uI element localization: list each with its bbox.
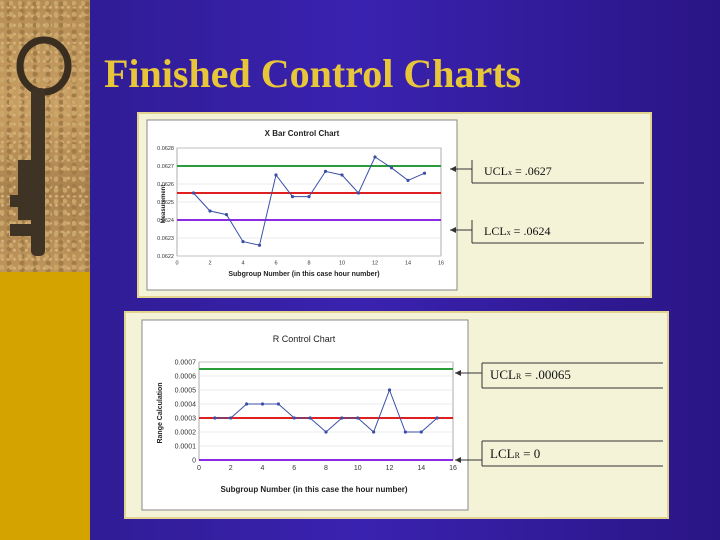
xbar-x-tick-label: 12 — [372, 261, 378, 267]
r-y-tick-label: 0 — [192, 457, 196, 464]
r-chart-title: R Control Chart — [273, 334, 336, 344]
r-control-chart: R Control Chart Subgroup Number (in this… — [141, 319, 663, 511]
slide-title: Finished Control Charts — [104, 51, 522, 96]
xbar-data-point — [224, 213, 229, 217]
r-ucl-annotation: UCLR = .00065 — [490, 367, 571, 382]
r-y-tick-label: 0.0001 — [175, 443, 197, 450]
xbar-x-tick-label: 4 — [241, 261, 244, 267]
r-data-point — [308, 416, 312, 420]
r-y-tick-label: 0.0003 — [175, 415, 197, 422]
r-data-point — [403, 430, 407, 434]
r-data-point — [260, 402, 265, 406]
xbar-data-point — [257, 243, 262, 247]
xbar-y-tick-label: 0.0628 — [157, 146, 174, 152]
r-y-tick-label: 0.0005 — [175, 387, 197, 394]
xbar-y-tick-label: 0.0626 — [157, 182, 174, 188]
r-x-tick-label: 2 — [229, 465, 233, 472]
r-data-point — [387, 388, 392, 392]
xbar-x-tick-label: 2 — [208, 261, 211, 267]
xbar-y-tick-label: 0.0624 — [157, 218, 174, 224]
r-data-point — [229, 416, 233, 420]
r-y-axis-label: Range Calculation — [157, 382, 164, 443]
xbar-data-point — [340, 173, 344, 177]
xbar-x-axis-label: Subgroup Number (in this case hour numbe… — [228, 271, 379, 278]
key-icon — [10, 36, 72, 256]
r-data-point — [435, 416, 439, 420]
r-data-point — [292, 416, 296, 420]
xbar-y-tick-label: 0.0623 — [157, 236, 174, 242]
xbar-data-point — [274, 173, 278, 177]
xbar-data-point — [208, 209, 212, 213]
xbar-x-tick-label: 6 — [274, 261, 277, 267]
r-data-point — [419, 430, 423, 434]
r-x-tick-label: 14 — [417, 465, 425, 472]
r-plot-area — [198, 361, 454, 461]
r-y-tick-label: 0.0007 — [175, 359, 197, 366]
xbar-y-axis-label: Measurement — [161, 185, 167, 224]
key-photo — [0, 0, 90, 272]
xbar-control-chart: X Bar Control Chart Subgroup Number (in … — [146, 119, 644, 291]
xbar-data-point — [241, 240, 245, 244]
xbar-data-point — [389, 166, 394, 170]
xbar-chart-panel: X Bar Control Chart Subgroup Number (in … — [137, 112, 652, 298]
xbar-data-point — [406, 178, 410, 182]
r-data-point — [324, 430, 328, 434]
xbar-data-point — [323, 169, 328, 173]
xbar-y-tick-label: 0.0622 — [157, 254, 174, 260]
xbar-x-tick-label: 16 — [438, 261, 444, 267]
r-data-point — [340, 416, 344, 420]
xbar-data-point — [191, 191, 196, 195]
r-data-point — [356, 416, 360, 420]
xbar-y-tick-label: 0.0625 — [157, 200, 174, 206]
r-y-tick-label: 0.0004 — [175, 401, 197, 408]
xbar-y-tick-label: 0.0627 — [157, 164, 174, 170]
xbar-ucl-annotation: UCLx = .0627 — [484, 164, 552, 178]
r-x-tick-label: 8 — [324, 465, 328, 472]
xbar-lcl-annotation: LCLx = .0624 — [484, 224, 551, 238]
xbar-x-tick-label: 0 — [175, 261, 178, 267]
xbar-data-point — [373, 155, 377, 159]
r-x-tick-label: 0 — [197, 465, 201, 472]
xbar-chart-title: X Bar Control Chart — [265, 129, 340, 138]
r-data-point — [213, 416, 217, 420]
r-x-tick-label: 4 — [261, 465, 265, 472]
r-x-tick-label: 10 — [354, 465, 362, 472]
r-chart-panel: R Control Chart Subgroup Number (in this… — [124, 311, 669, 519]
r-x-tick-label: 12 — [386, 465, 394, 472]
r-data-point — [245, 402, 249, 406]
xbar-data-point — [290, 195, 295, 199]
xbar-x-tick-label: 10 — [339, 261, 345, 267]
r-x-tick-label: 6 — [292, 465, 296, 472]
r-y-tick-label: 0.0006 — [175, 373, 197, 380]
xbar-x-tick-label: 14 — [405, 261, 411, 267]
r-data-point — [372, 430, 376, 434]
r-x-tick-label: 16 — [449, 465, 457, 472]
r-data-point — [276, 402, 280, 406]
xbar-x-tick-label: 8 — [307, 261, 310, 267]
xbar-data-point — [307, 195, 311, 199]
xbar-data-point — [356, 191, 361, 195]
r-y-tick-label: 0.0002 — [175, 429, 197, 436]
xbar-data-point — [422, 171, 427, 175]
r-lcl-annotation: LCLR = 0 — [490, 446, 541, 461]
r-x-axis-label: Subgroup Number (in this case the hour n… — [220, 485, 407, 494]
